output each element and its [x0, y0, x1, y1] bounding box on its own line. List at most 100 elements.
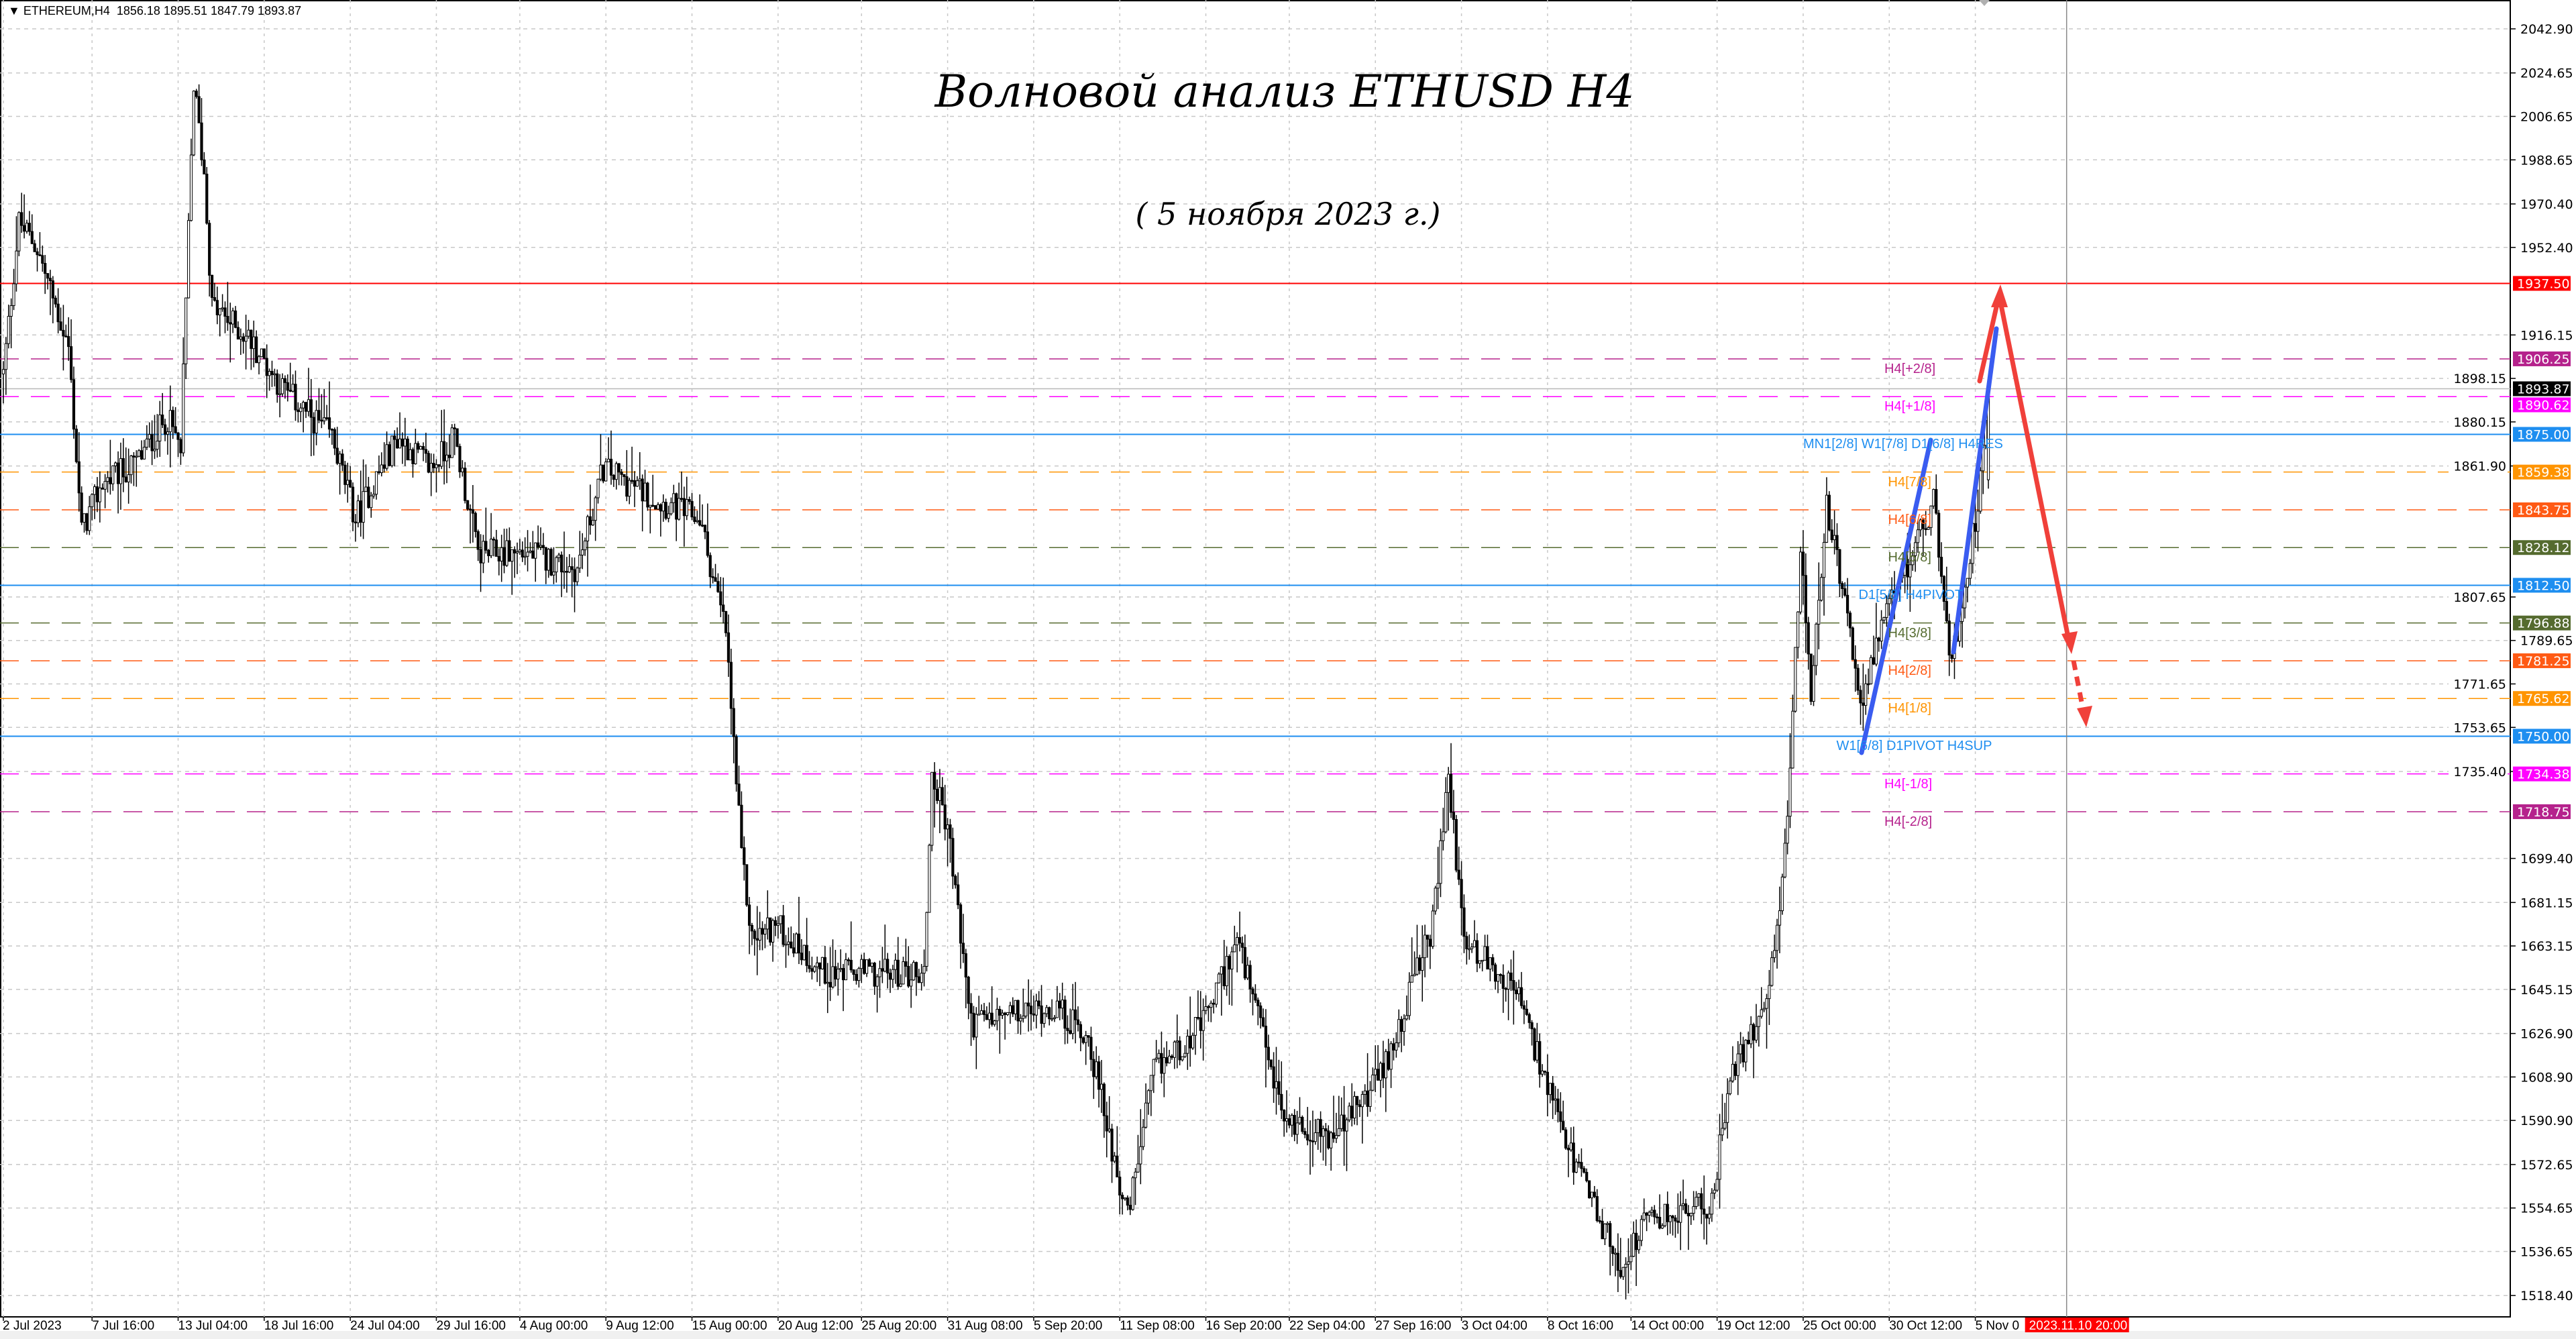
candle-body [1311, 1140, 1315, 1142]
candle [1481, 959, 1484, 971]
candle-body [1186, 1036, 1189, 1054]
candle-body [1937, 513, 1941, 558]
candle [549, 547, 553, 576]
candle-body [1522, 1005, 1525, 1010]
candle [490, 513, 493, 559]
candle-body [539, 545, 543, 547]
candle-body [471, 509, 474, 514]
candle [808, 951, 811, 973]
candle [930, 771, 934, 852]
candle [1079, 1021, 1082, 1052]
candle-body [643, 482, 647, 502]
candle [943, 784, 947, 841]
candle-body [1929, 505, 1933, 528]
candle-body [912, 962, 916, 981]
y-tick-label: 1590.90 [2520, 1114, 2573, 1128]
candle-body [1947, 621, 1951, 655]
candle [1546, 1054, 1549, 1117]
candle-body [508, 540, 511, 562]
candle [325, 405, 329, 421]
candle-body [732, 708, 735, 737]
candle [1246, 957, 1249, 980]
candle [1684, 1199, 1688, 1214]
y-tick-label-bg [2449, 414, 2508, 429]
candle [276, 369, 279, 403]
candle [343, 461, 347, 494]
candle-body [221, 307, 224, 309]
candle [500, 535, 503, 582]
candle-body [250, 329, 253, 350]
candle [338, 451, 341, 495]
candle-body [1950, 654, 1953, 659]
candle-body [1217, 973, 1221, 983]
candle-body [440, 441, 443, 467]
candle [1809, 653, 1813, 705]
candle-body [1710, 1193, 1713, 1215]
candle [1859, 685, 1862, 725]
candle [568, 554, 571, 574]
candle-body [1760, 1009, 1763, 1017]
candle-body [813, 966, 816, 972]
candle-body [784, 944, 788, 946]
candle [1069, 1008, 1072, 1035]
candle-body [1569, 1142, 1572, 1150]
candle-body [1921, 519, 1925, 529]
y-tick-label: 1735.40 [2453, 765, 2506, 780]
candle [972, 1006, 975, 1040]
candle-body [1668, 1216, 1672, 1222]
candle [88, 496, 91, 535]
candle [1827, 491, 1831, 532]
price-label-badge [2513, 381, 2571, 396]
candle-body [1736, 1053, 1739, 1076]
candle-body [1632, 1232, 1635, 1257]
projection-dashed-line [2071, 660, 2086, 713]
candle [649, 504, 652, 534]
candle [1134, 1167, 1137, 1206]
candle [1256, 997, 1260, 1026]
time-axis[interactable]: 2 Jul 2023 7 Jul 16:00 13 Jul 04:00 18 Jul … [3, 1317, 2129, 1333]
candle-body [1424, 934, 1427, 959]
candle [870, 963, 873, 973]
candle-body [865, 959, 869, 974]
candle-body [349, 480, 352, 488]
candle-body [265, 358, 268, 376]
candle-body [1071, 1009, 1075, 1034]
candle [91, 493, 94, 521]
candle [1874, 602, 1878, 667]
candle [304, 402, 308, 419]
candle-body [435, 464, 438, 468]
candle-body [1650, 1210, 1654, 1213]
x-tick-label: 20 Aug 12:00 [778, 1319, 853, 1333]
candle-body [1387, 1051, 1390, 1070]
candle-body [1099, 1083, 1104, 1090]
y-tick-label: 2024.65 [2520, 66, 2573, 81]
candle-body [200, 122, 203, 160]
candle-body [12, 283, 15, 307]
candle-body [1228, 956, 1231, 970]
candle-body [1076, 1019, 1080, 1025]
candle [1945, 566, 1948, 623]
candle-body [455, 428, 459, 447]
candle-body [1911, 555, 1915, 566]
candle-body [121, 458, 125, 478]
candle-body [685, 499, 688, 517]
candle [633, 471, 637, 507]
candle-body [1170, 1055, 1174, 1058]
candle [910, 963, 913, 1008]
candle [1251, 986, 1254, 1016]
candle [875, 974, 879, 1013]
candle-body [1006, 1012, 1010, 1015]
candle-body [1087, 1035, 1090, 1038]
chart-shift-marker[interactable] [1979, 0, 1990, 6]
candle-body [1238, 936, 1242, 944]
price-axis[interactable]: 2042.902024.652006.651988.651970.401952.… [2449, 22, 2573, 1303]
candle-body [823, 957, 826, 984]
collapse-triangle-icon[interactable]: ▼ [8, 4, 23, 17]
candle [4, 337, 7, 395]
candle [1778, 886, 1782, 953]
candle [140, 440, 144, 460]
candle-body [531, 550, 535, 559]
candle-body [1627, 1261, 1630, 1265]
level-text: MN1[2/8] W1[7/8] D1[6/8] H4RES [1803, 437, 2003, 452]
